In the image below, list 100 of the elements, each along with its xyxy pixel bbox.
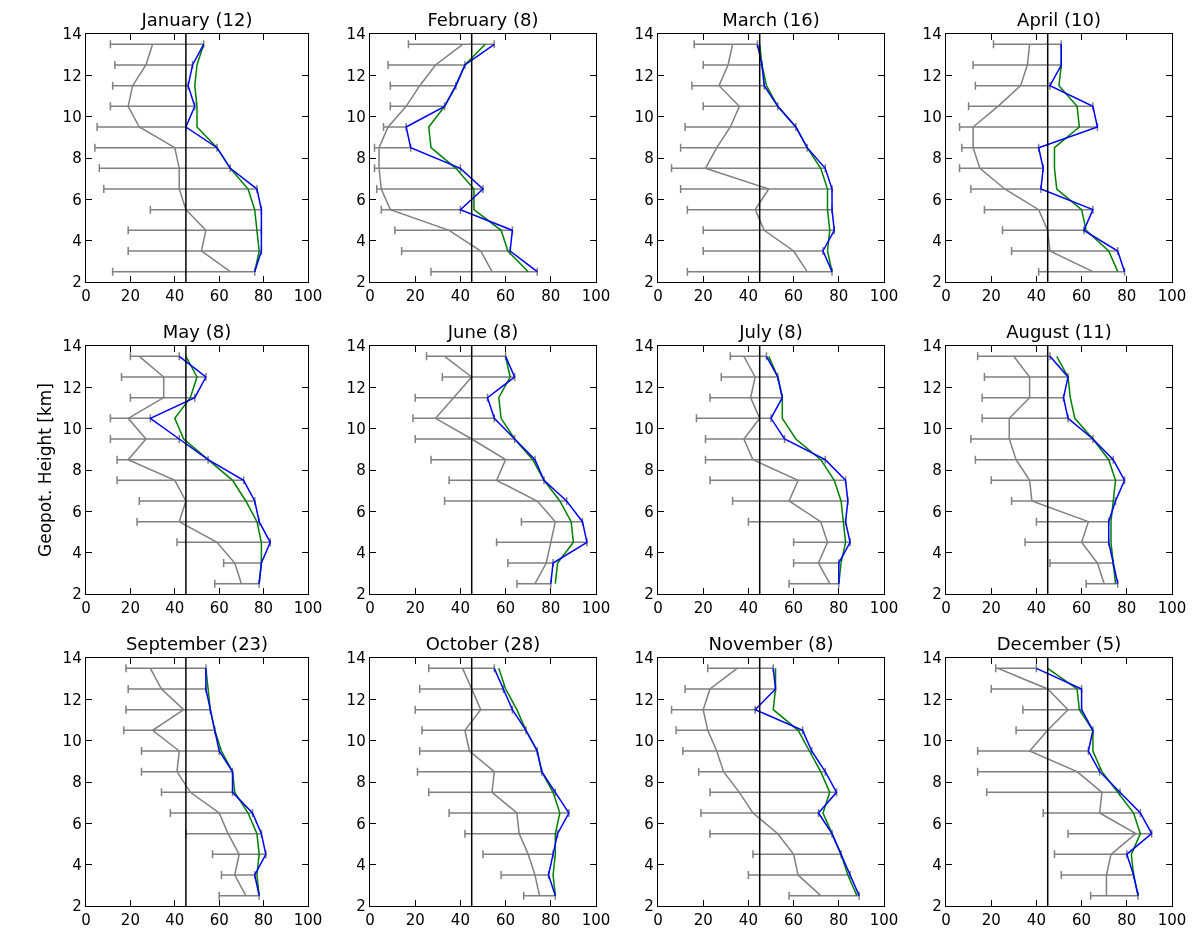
y-tick-label: 6: [72, 502, 82, 521]
x-tick-label: 20: [693, 287, 713, 306]
x-tick-label: 100: [293, 911, 323, 930]
x-tick-label: 100: [581, 287, 611, 306]
y-tick-label: 12: [922, 66, 942, 85]
x-tick-label: 100: [1157, 911, 1187, 930]
line-series: [405, 43, 538, 273]
line-series: [498, 355, 575, 585]
y-tick-label: 6: [644, 502, 654, 521]
y-tick-label: 10: [62, 107, 82, 126]
x-tick-label: 80: [1117, 599, 1137, 618]
y-tick-label: 2: [644, 897, 654, 916]
y-tick-label: 14: [634, 25, 654, 44]
x-tick-label: 20: [120, 911, 140, 930]
y-tick-label: 14: [922, 649, 942, 668]
y-tick-label: 14: [634, 337, 654, 356]
y-axis-title: Geopot. Height [km]: [35, 383, 56, 557]
x-tick-label: 40: [165, 911, 185, 930]
y-tick-label: 12: [62, 690, 82, 709]
chart-title: September (23): [125, 633, 269, 654]
x-tick-label: 0: [365, 599, 375, 618]
x-tick-label: 80: [829, 599, 849, 618]
x-tick-label: 60: [209, 599, 229, 618]
x-tick-label: 0: [365, 911, 375, 930]
line-series: [1035, 667, 1153, 897]
x-tick-label: 80: [1117, 287, 1137, 306]
x-tick-label: 20: [693, 911, 713, 930]
y-tick-label: 8: [356, 461, 366, 480]
x-tick-label: 0: [81, 599, 91, 618]
y-tick-label: 8: [356, 773, 366, 792]
x-tick-label: 20: [405, 599, 425, 618]
x-tick-label: 20: [693, 599, 713, 618]
x-tick-label: 80: [541, 911, 561, 930]
x-tick-label: 60: [1072, 599, 1092, 618]
x-tick-label: 20: [405, 287, 425, 306]
x-tick-label: 40: [738, 911, 758, 930]
chart-title: February (8): [427, 9, 539, 30]
x-tick-label: 0: [941, 911, 951, 930]
y-tick-label: 10: [922, 731, 942, 750]
x-tick-label: 0: [365, 287, 375, 306]
chart-title: October (28): [425, 633, 541, 654]
y-tick-label: 14: [62, 337, 82, 356]
chart-title: April (10): [1017, 9, 1101, 30]
chart-title: July (8): [738, 321, 803, 342]
y-tick-label: 14: [346, 649, 366, 668]
y-tick-label: 10: [634, 107, 654, 126]
y-tick-label: 10: [922, 107, 942, 126]
x-tick-label: 40: [450, 911, 470, 930]
chart-title: May (8): [162, 321, 232, 342]
x-tick-label: 60: [784, 287, 804, 306]
y-tick-label: 6: [72, 190, 82, 209]
x-tick-label: 60: [209, 911, 229, 930]
x-tick-label: 0: [81, 287, 91, 306]
y-tick-label: 10: [634, 731, 654, 750]
y-tick-label: 12: [62, 378, 82, 397]
y-tick-label: 2: [72, 585, 82, 604]
y-tick-label: 8: [644, 461, 654, 480]
x-tick-label: 80: [829, 911, 849, 930]
chart-title: March (16): [722, 9, 820, 30]
y-tick-label: 6: [72, 814, 82, 833]
x-tick-label: 0: [653, 287, 663, 306]
x-tick-label: 0: [653, 911, 663, 930]
x-tick-label: 60: [209, 287, 229, 306]
x-tick-label: 100: [581, 599, 611, 618]
x-tick-label: 40: [165, 599, 185, 618]
x-tick-label: 100: [869, 287, 899, 306]
y-tick-label: 12: [922, 690, 942, 709]
y-tick-label: 2: [356, 585, 366, 604]
line-series: [185, 43, 263, 273]
y-tick-label: 2: [932, 273, 942, 292]
y-tick-label: 4: [644, 231, 654, 250]
x-tick-label: 100: [1157, 287, 1187, 306]
y-tick-label: 2: [932, 897, 942, 916]
y-tick-label: 6: [644, 814, 654, 833]
y-tick-label: 10: [62, 731, 82, 750]
y-tick-label: 4: [644, 543, 654, 562]
line-series: [1037, 43, 1126, 273]
y-tick-label: 4: [356, 543, 366, 562]
y-tick-label: 10: [346, 419, 366, 438]
y-tick-label: 2: [72, 897, 82, 916]
y-tick-label: 10: [634, 419, 654, 438]
y-tick-label: 12: [922, 378, 942, 397]
chart-title: June (8): [446, 321, 519, 342]
y-tick-label: 10: [62, 419, 82, 438]
y-tick-label: 10: [346, 107, 366, 126]
x-tick-label: 0: [941, 287, 951, 306]
y-tick-label: 12: [634, 66, 654, 85]
x-tick-label: 60: [784, 911, 804, 930]
x-tick-label: 60: [496, 599, 516, 618]
y-tick-label: 14: [922, 337, 942, 356]
x-tick-label: 80: [1117, 911, 1137, 930]
x-tick-label: 20: [981, 599, 1001, 618]
x-tick-label: 60: [1072, 911, 1092, 930]
x-tick-label: 40: [450, 287, 470, 306]
x-tick-label: 60: [784, 599, 804, 618]
y-tick-label: 8: [932, 461, 942, 480]
y-tick-label: 12: [62, 66, 82, 85]
x-tick-label: 20: [120, 287, 140, 306]
y-tick-label: 8: [644, 149, 654, 168]
y-tick-label: 8: [72, 149, 82, 168]
